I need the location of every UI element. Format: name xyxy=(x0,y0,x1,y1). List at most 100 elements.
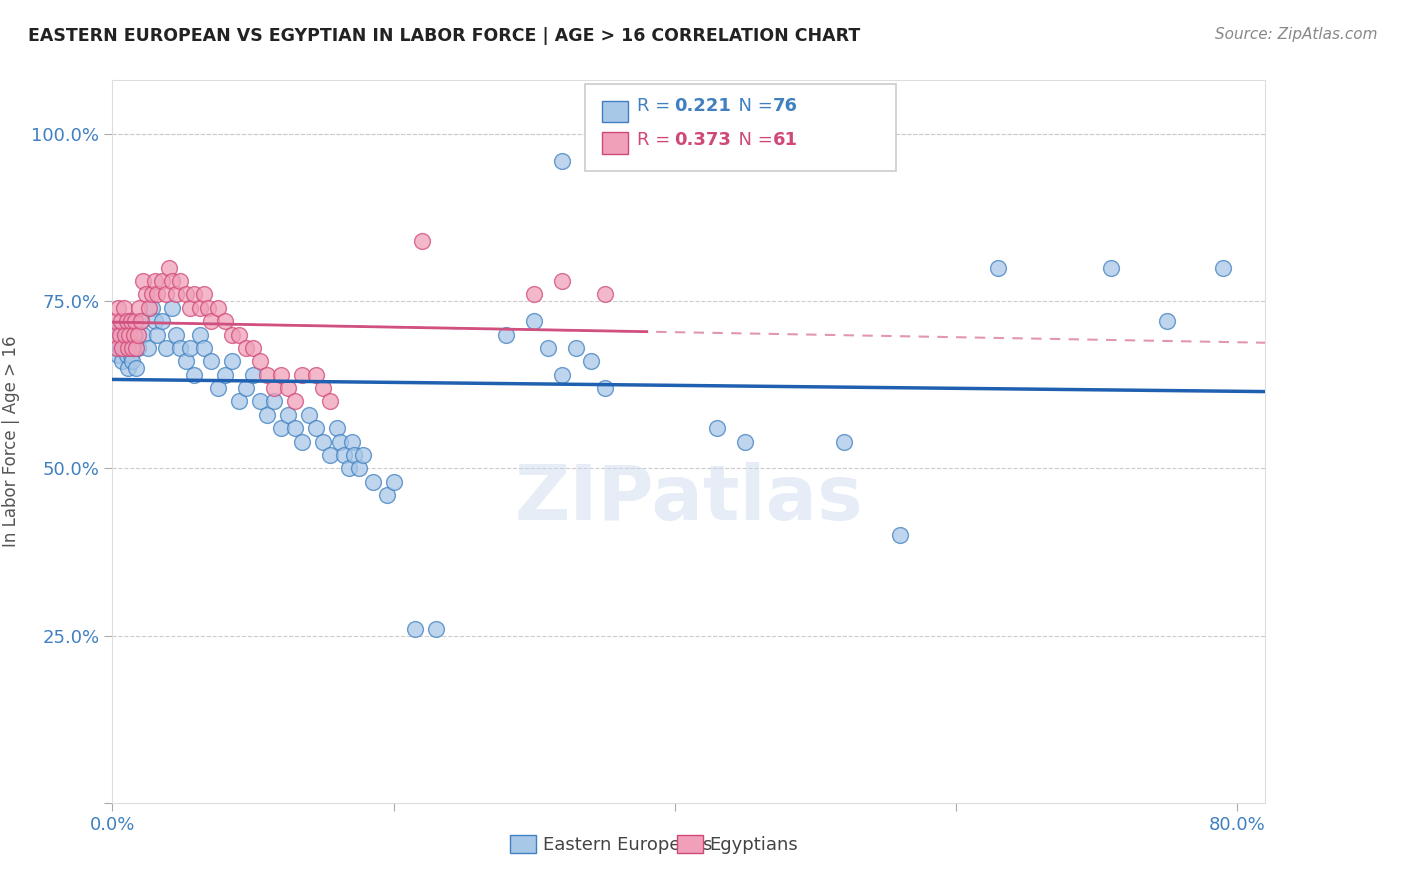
Point xyxy=(249,394,271,409)
Point xyxy=(117,361,139,376)
Point xyxy=(129,314,152,328)
Point xyxy=(118,334,141,349)
Point xyxy=(312,434,335,449)
Point xyxy=(326,421,349,435)
Point xyxy=(150,314,173,328)
Bar xyxy=(603,101,628,122)
Point xyxy=(263,394,285,409)
Point xyxy=(425,622,447,636)
Point xyxy=(122,341,145,355)
Point xyxy=(107,301,129,315)
Point xyxy=(155,341,177,355)
Point xyxy=(284,394,307,409)
Point xyxy=(221,327,243,342)
Point xyxy=(235,341,257,355)
Point xyxy=(112,301,135,315)
Point xyxy=(111,341,134,355)
Point xyxy=(284,421,307,435)
Point xyxy=(319,394,342,409)
Point xyxy=(319,448,342,462)
Point xyxy=(340,434,363,449)
Point xyxy=(103,341,125,355)
Point xyxy=(169,341,191,355)
Point xyxy=(291,434,314,449)
Point xyxy=(160,274,183,288)
Point xyxy=(188,327,211,342)
Bar xyxy=(603,132,628,154)
Text: 61: 61 xyxy=(773,131,799,149)
Point xyxy=(277,381,299,395)
Point xyxy=(565,341,588,355)
Point xyxy=(228,327,250,342)
Point xyxy=(111,354,134,368)
Point xyxy=(114,327,136,342)
Point xyxy=(333,448,356,462)
Point xyxy=(256,408,278,422)
Point xyxy=(174,287,197,301)
Point xyxy=(1212,260,1234,275)
Point xyxy=(832,434,855,449)
Point xyxy=(551,368,574,382)
Text: 0.221: 0.221 xyxy=(673,97,731,115)
Point xyxy=(122,327,145,342)
Bar xyxy=(678,835,703,854)
Point xyxy=(207,301,229,315)
Point xyxy=(1099,260,1122,275)
FancyBboxPatch shape xyxy=(585,84,897,170)
Point xyxy=(110,314,132,328)
Point xyxy=(242,341,264,355)
Point xyxy=(121,341,143,355)
Point xyxy=(270,421,292,435)
Point xyxy=(132,327,155,342)
Point xyxy=(179,341,201,355)
Point xyxy=(183,368,205,382)
Point xyxy=(125,341,148,355)
Point xyxy=(734,434,756,449)
Point xyxy=(118,327,141,342)
Point xyxy=(193,341,215,355)
Point xyxy=(157,260,180,275)
Point xyxy=(188,301,211,315)
Point xyxy=(124,314,146,328)
Point xyxy=(249,354,271,368)
Point xyxy=(115,348,138,362)
Point xyxy=(179,301,201,315)
Point xyxy=(107,348,129,362)
Point xyxy=(551,274,574,288)
Point xyxy=(537,341,560,355)
Point xyxy=(174,354,197,368)
Point xyxy=(114,341,136,355)
Point xyxy=(343,448,366,462)
Point xyxy=(579,354,602,368)
Point xyxy=(169,274,191,288)
Point xyxy=(105,334,128,349)
Point xyxy=(108,327,131,342)
Point xyxy=(305,368,328,382)
Text: 76: 76 xyxy=(773,97,799,115)
Point xyxy=(277,408,299,422)
Point xyxy=(132,274,155,288)
Point xyxy=(593,381,616,395)
Point xyxy=(110,341,132,355)
Point xyxy=(337,461,360,475)
Point xyxy=(135,287,157,301)
Point xyxy=(146,327,169,342)
Point xyxy=(361,475,384,489)
Point xyxy=(987,260,1010,275)
Point xyxy=(104,314,127,328)
Point xyxy=(347,461,370,475)
Point xyxy=(146,287,169,301)
Point xyxy=(593,287,616,301)
Point xyxy=(298,408,321,422)
Point xyxy=(221,354,243,368)
Point xyxy=(263,381,285,395)
Point xyxy=(120,314,142,328)
Point xyxy=(706,421,728,435)
Point xyxy=(141,301,163,315)
Point xyxy=(495,327,517,342)
Text: EASTERN EUROPEAN VS EGYPTIAN IN LABOR FORCE | AGE > 16 CORRELATION CHART: EASTERN EUROPEAN VS EGYPTIAN IN LABOR FO… xyxy=(28,27,860,45)
Point xyxy=(305,421,328,435)
Point xyxy=(108,321,131,335)
Point xyxy=(312,381,335,395)
Point xyxy=(214,314,236,328)
